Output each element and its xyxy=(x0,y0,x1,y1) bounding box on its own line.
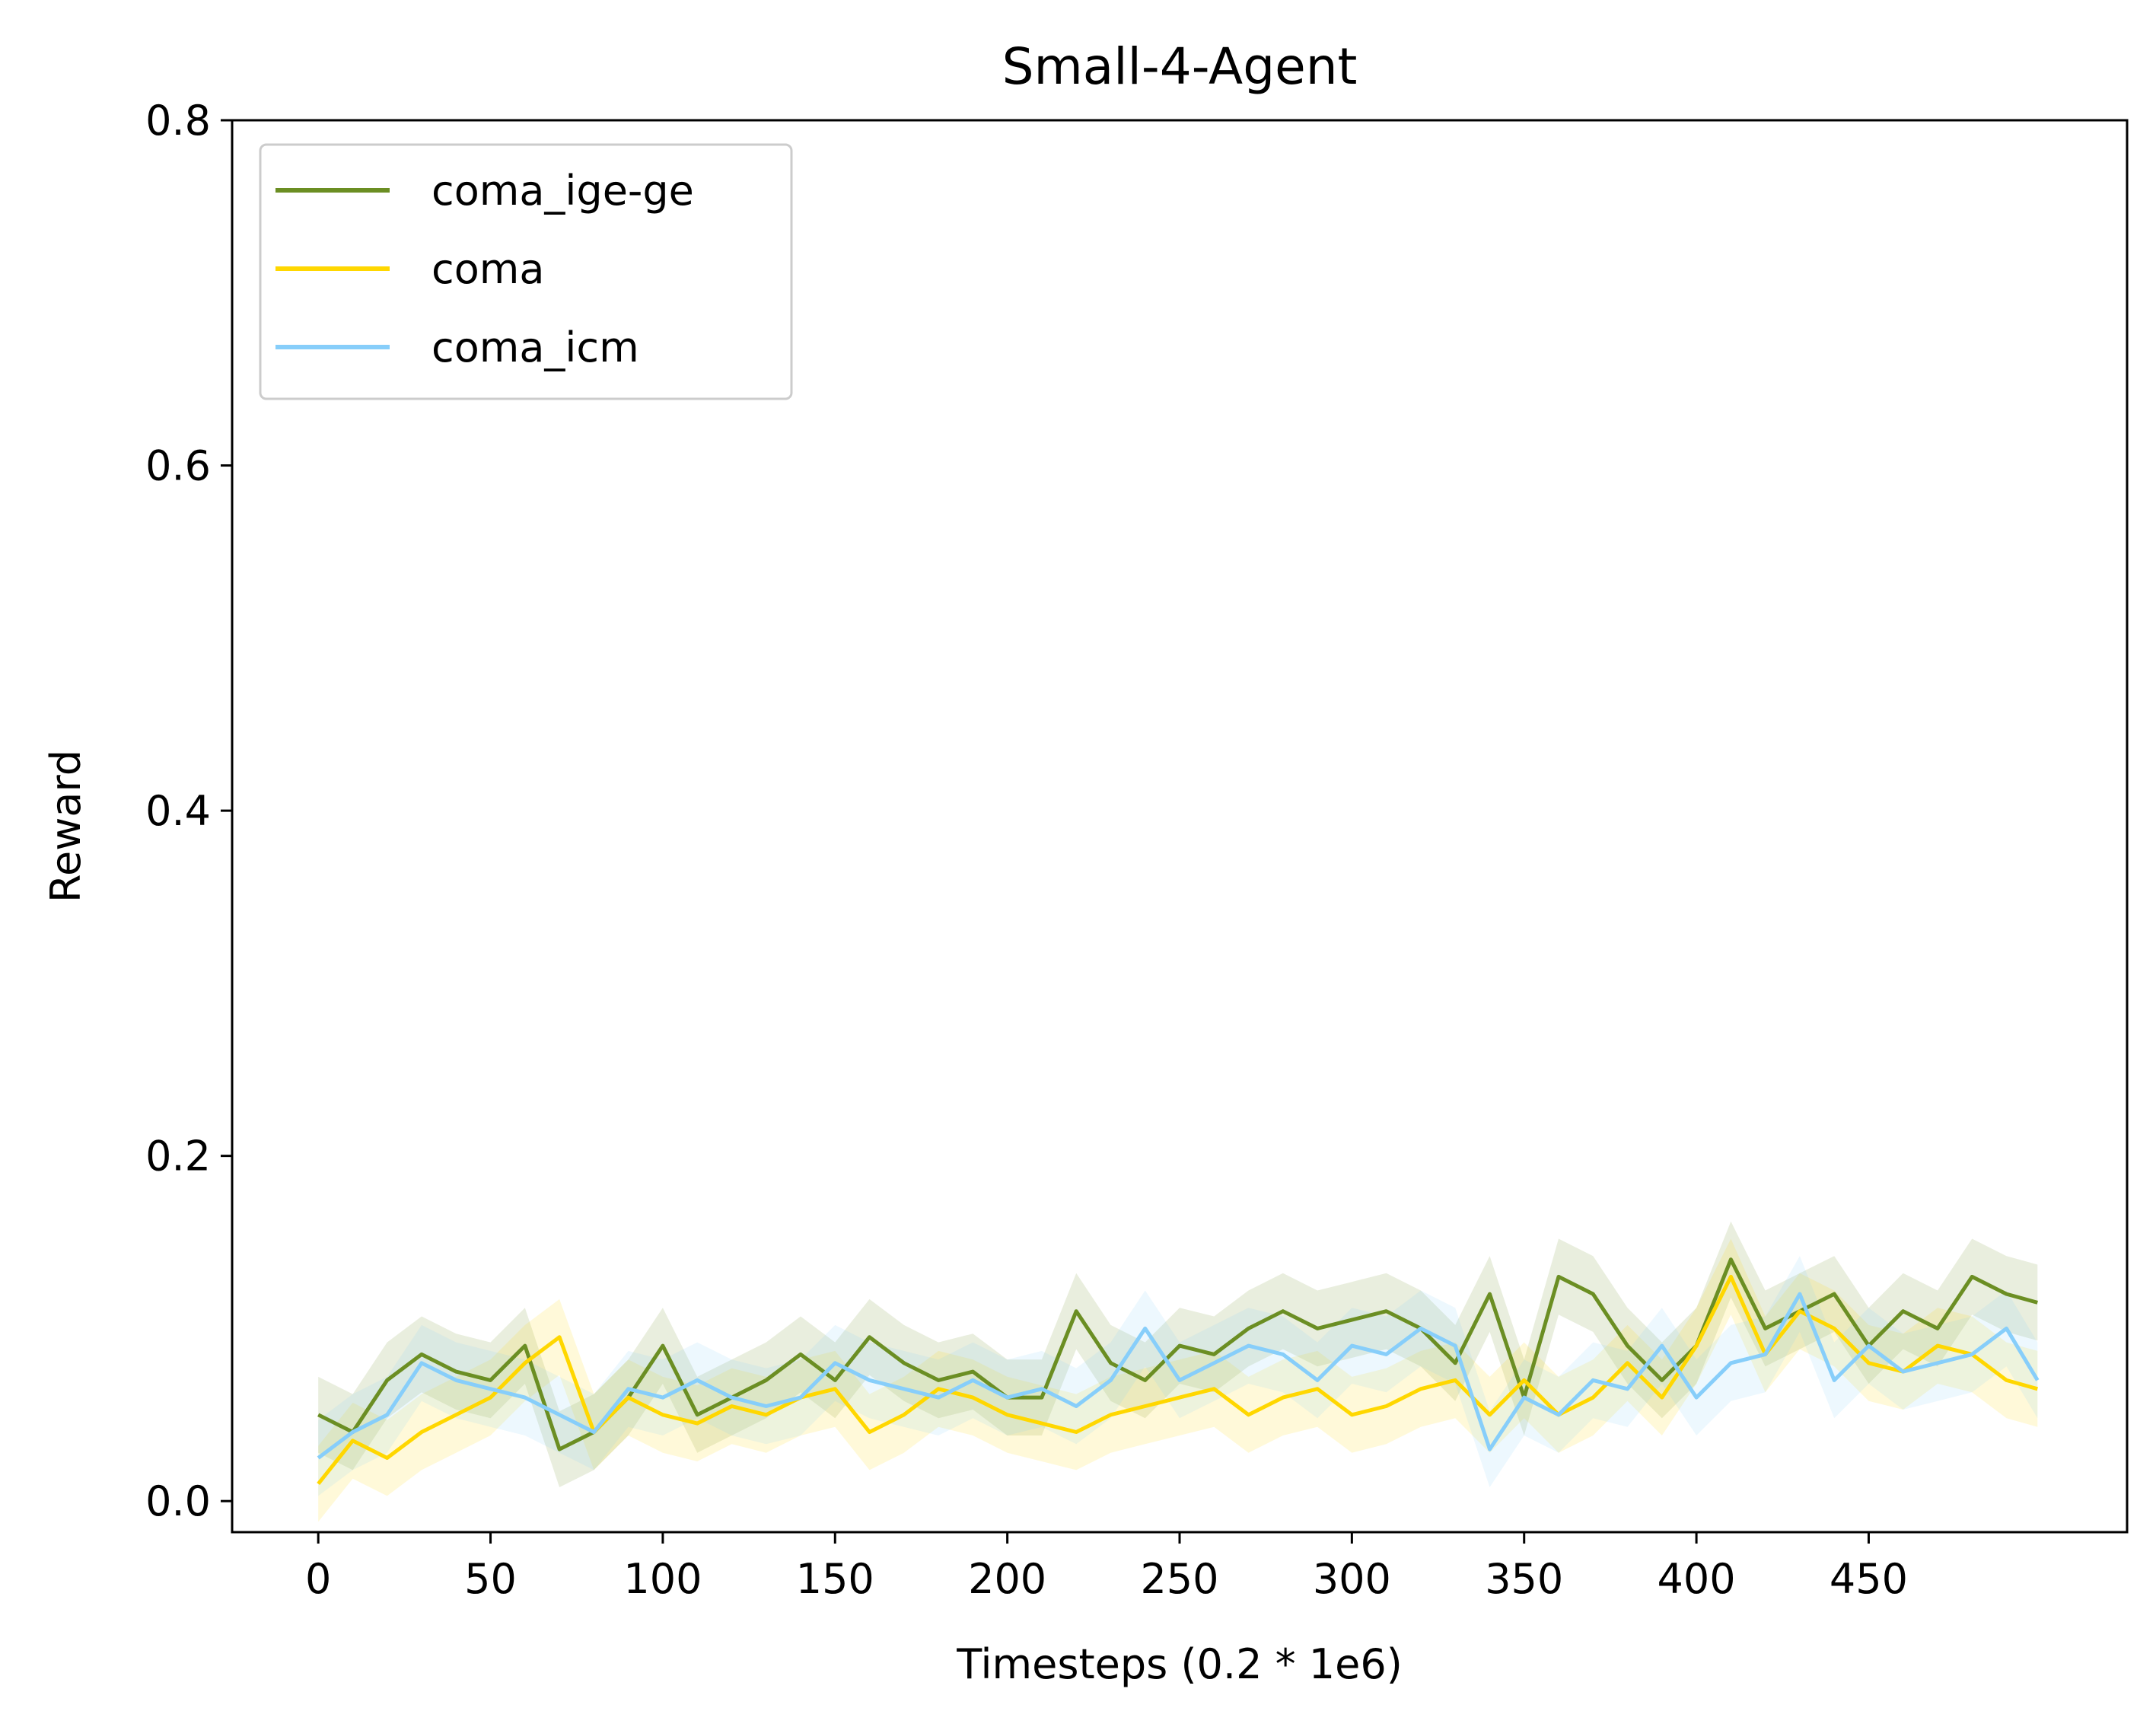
x-tick-label: 300 xyxy=(1313,1555,1391,1603)
x-tick-label: 200 xyxy=(968,1555,1046,1603)
x-tick-label: 100 xyxy=(623,1555,702,1603)
y-axis-ticks: 0.0 0.2 0.4 0.6 0.8 xyxy=(145,97,232,1525)
y-axis-label: Reward xyxy=(42,750,90,903)
x-axis-label: Timesteps (0.2 * 1e6) xyxy=(956,1640,1403,1688)
x-tick-label: 50 xyxy=(464,1555,517,1603)
x-axis-ticks: 0 50 100 150 200 250 300 350 400 450 xyxy=(305,1532,1908,1603)
x-tick-label: 350 xyxy=(1485,1555,1563,1603)
y-tick-label: 0.2 xyxy=(145,1133,211,1181)
y-tick-label: 0.8 xyxy=(145,97,211,145)
x-tick-label: 0 xyxy=(305,1555,331,1603)
legend-label-1: coma xyxy=(432,245,544,293)
legend-box xyxy=(259,143,793,400)
y-tick-label: 0.4 xyxy=(145,787,211,835)
x-tick-label: 150 xyxy=(796,1555,874,1603)
series-band-0 xyxy=(318,1221,2038,1487)
legend-label-0: coma_ige-ge xyxy=(432,167,694,215)
series-lines xyxy=(317,1257,2040,1486)
x-tick-label: 450 xyxy=(1830,1555,1908,1603)
y-tick-label: 0.0 xyxy=(145,1477,211,1525)
series-line-2 xyxy=(317,1292,2040,1460)
chart-title: Small-4-Agent xyxy=(1002,37,1358,96)
x-tick-label: 250 xyxy=(1140,1555,1218,1603)
y-tick-label: 0.6 xyxy=(145,442,211,490)
x-tick-label: 400 xyxy=(1658,1555,1736,1603)
legend-label-2: coma_icm xyxy=(432,323,639,371)
